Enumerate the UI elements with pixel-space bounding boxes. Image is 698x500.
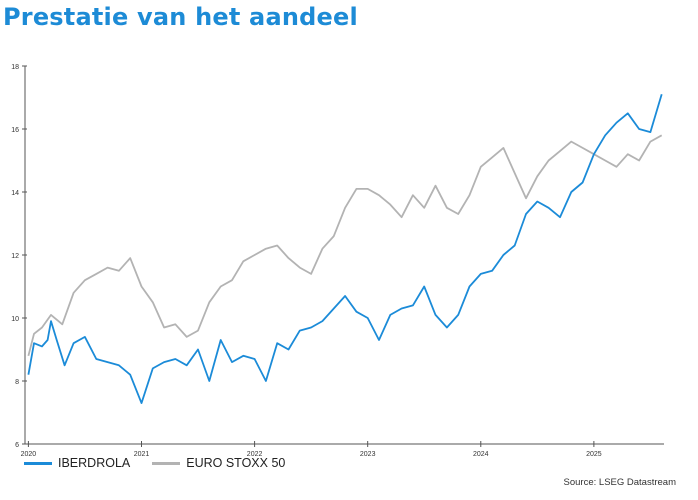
y-tick-label: 16 — [11, 127, 19, 134]
x-tick-label: 2025 — [586, 451, 602, 458]
legend-item-euro-stoxx-50: EURO STOXX 50 — [152, 456, 285, 470]
y-tick-label: 14 — [11, 190, 19, 197]
x-tick-label: 2021 — [134, 451, 150, 458]
series-line-iberdrola — [27, 94, 663, 404]
legend-item-iberdrola: IBERDROLA — [24, 456, 130, 470]
series-line-euro-stoxx-50 — [27, 134, 663, 357]
x-tick-label: 2022 — [247, 451, 263, 458]
legend-swatch-iberdrola — [24, 461, 52, 465]
x-tick-label: 2023 — [360, 451, 376, 458]
chart-legend: IBERDROLA EURO STOXX 50 — [24, 456, 307, 470]
x-tick-label: 2024 — [473, 451, 489, 458]
y-tick-label: 6 — [15, 442, 19, 449]
page-title: Prestatie van het aandeel — [3, 3, 358, 31]
source-note: Source: LSEG Datastream — [563, 477, 676, 488]
legend-label-iberdrola: IBERDROLA — [58, 456, 131, 470]
y-tick-label: 12 — [11, 253, 19, 260]
legend-swatch-euro-stoxx-50 — [152, 461, 181, 465]
y-tick-label: 18 — [11, 64, 19, 71]
line-chart: 6 8 10 12 14 16 18 2020 2021 2022 2023 2024 2025 — [11, 64, 664, 458]
legend-label-euro-stoxx-50: EURO STOXX 50 — [186, 456, 286, 470]
y-tick-label: 10 — [11, 316, 19, 323]
x-tick-label: 2020 — [21, 451, 37, 458]
y-tick-label: 8 — [15, 379, 19, 386]
